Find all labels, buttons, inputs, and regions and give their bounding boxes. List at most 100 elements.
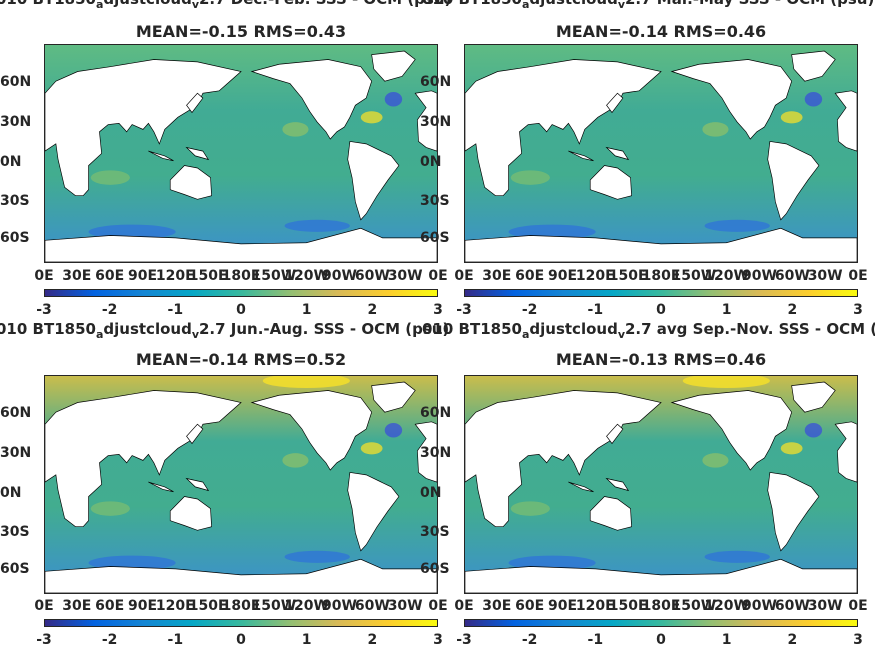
land-mass	[465, 227, 857, 262]
land-mass	[589, 165, 632, 200]
x-tick-label: 30E	[62, 598, 92, 614]
y-tick-label: 30S	[0, 192, 30, 209]
mean-rms-label: MEAN=-0.14 RMS=0.52	[135, 350, 347, 369]
colorbar	[44, 289, 438, 297]
colorbar-tick-label: 1	[721, 302, 732, 318]
land-mass	[791, 50, 836, 82]
land-mass	[250, 59, 373, 140]
colorbar-tick-label: -2	[521, 632, 538, 648]
colorbar-tick-label: -3	[36, 302, 52, 318]
x-tick-label: 30W	[387, 598, 423, 614]
colorbar	[464, 619, 858, 627]
land-mass	[186, 92, 204, 114]
land-mass	[767, 141, 820, 221]
y-tick-label: 30S	[420, 192, 450, 209]
land-mass	[834, 421, 857, 483]
x-tick-label: 150E	[608, 598, 648, 614]
land-mass	[791, 381, 836, 413]
x-tick-label: 90E	[547, 268, 578, 284]
land-mass	[148, 150, 174, 162]
x-tick-label: 60E	[95, 598, 125, 614]
x-tick-label: 120E	[155, 268, 195, 284]
x-tick-label: 90E	[547, 598, 578, 614]
x-tick-label: 0E	[848, 268, 868, 284]
land-mass	[414, 90, 437, 152]
arctic-anomaly-patch	[682, 376, 770, 389]
sss-difference-field	[45, 45, 437, 262]
colorbar-tick-label: 2	[367, 302, 378, 318]
x-tick-label: 60W	[774, 598, 810, 614]
x-tick-label: 0E	[34, 268, 54, 284]
anomaly-patch	[360, 442, 383, 455]
x-tick-label: 0E	[454, 598, 474, 614]
y-tick-label: 60N	[0, 74, 32, 91]
land-mass	[414, 421, 437, 483]
x-tick-label: 60E	[515, 598, 545, 614]
colorbar-tick-label: -1	[167, 632, 184, 648]
x-tick-label: 30W	[807, 598, 843, 614]
land-mass	[605, 477, 630, 492]
sss-difference-field	[465, 376, 857, 593]
anomaly-patch	[284, 219, 350, 232]
y-tick-label: 30S	[420, 523, 450, 540]
land-mass	[568, 150, 594, 162]
colorbar-tick-label: 0	[236, 632, 246, 648]
colorbar-tick-label: -1	[167, 302, 184, 318]
map-plot	[464, 44, 858, 263]
anomaly-patch	[704, 219, 770, 232]
y-tick-label: 0N	[0, 485, 22, 502]
x-tick-label: 30E	[62, 268, 92, 284]
map-plot	[44, 375, 438, 594]
y-tick-label: 60S	[0, 229, 30, 246]
colorbar-tick-label: 3	[853, 632, 863, 648]
anomaly-patch	[780, 442, 803, 455]
colorbar-tick-label: -2	[101, 302, 118, 318]
x-tick-label: 30W	[387, 268, 423, 284]
colorbar-tick-label: -1	[587, 302, 604, 318]
y-tick-label: 60N	[420, 405, 452, 422]
colorbar-tick-label: 0	[656, 302, 666, 318]
land-mass	[465, 558, 857, 593]
y-tick-label: 60N	[420, 74, 452, 91]
colorbar-tick-label: -2	[101, 632, 118, 648]
x-tick-label: 150E	[188, 598, 228, 614]
panel-title: 010 BT1850adjustcloudv2.7 Mar.-May SSS -…	[422, 0, 874, 11]
land-mass	[606, 423, 624, 445]
land-mass	[767, 472, 820, 552]
land-mass	[371, 381, 416, 413]
land-mass	[465, 390, 662, 528]
x-tick-label: 0E	[428, 268, 448, 284]
x-tick-label: 90W	[322, 268, 357, 284]
x-tick-label: 120W	[704, 268, 749, 284]
colorbar	[464, 289, 858, 297]
anomaly-patch	[510, 501, 550, 516]
land-mass	[834, 90, 857, 152]
land-mass	[185, 146, 210, 161]
sss-difference-field	[465, 45, 857, 262]
anomaly-patch	[804, 423, 823, 438]
x-tick-label: 0E	[454, 268, 474, 284]
mean-rms-label: MEAN=-0.14 RMS=0.46	[555, 22, 767, 41]
land-mass	[169, 496, 212, 531]
land-mass	[45, 558, 437, 593]
map-plot	[44, 44, 438, 263]
y-tick-label: 60S	[420, 229, 450, 246]
panel-title: 010 BT1850adjustcloudv2.7 Dec.-Feb. SSS …	[0, 0, 451, 11]
land-mass	[186, 423, 204, 445]
x-tick-label: 180E	[641, 598, 681, 614]
x-tick-label: 0E	[34, 598, 54, 614]
anomaly-patch	[282, 122, 309, 137]
land-mass	[347, 141, 400, 221]
y-tick-label: 0N	[420, 154, 442, 171]
colorbar-tick-label: -3	[456, 632, 472, 648]
x-tick-label: 150E	[188, 268, 228, 284]
x-tick-label: 90W	[742, 598, 777, 614]
colorbar	[44, 619, 438, 627]
x-tick-label: 90E	[127, 268, 158, 284]
anomaly-patch	[360, 111, 383, 124]
colorbar-tick-label: -1	[587, 632, 604, 648]
x-tick-label: 60E	[95, 268, 125, 284]
colorbar-tick-label: 2	[787, 302, 798, 318]
anomaly-patch	[702, 453, 729, 468]
land-mass	[347, 472, 400, 552]
